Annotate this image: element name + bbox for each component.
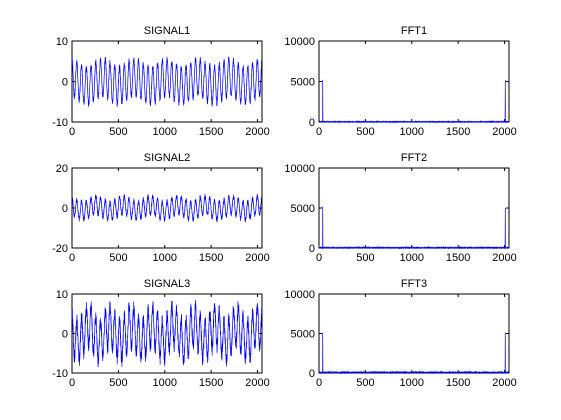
x-tick-label: 2000 <box>492 252 516 264</box>
y-tick-label: 10 <box>56 289 68 301</box>
series-line <box>318 332 510 375</box>
x-tick-label: 0 <box>316 377 322 389</box>
y-tick-label: -20 <box>52 243 68 255</box>
y-tick-label: 0 <box>62 203 68 215</box>
y-tick-label: 10000 <box>284 289 315 301</box>
series-line <box>318 79 510 124</box>
axes-frame <box>71 167 263 249</box>
x-tick-label: 500 <box>356 377 374 389</box>
x-tick-label: 0 <box>316 126 322 138</box>
x-tick-label: 2000 <box>245 126 269 138</box>
subplot-fft2: FFT2 0 500 1000 1500 2000 0 5000 10000 <box>284 152 516 264</box>
series-line <box>318 206 510 250</box>
y-tick-label: 0 <box>309 117 315 129</box>
axes-frame <box>71 40 263 123</box>
y-tick-label: 0 <box>62 77 68 89</box>
subplot-title: SIGNAL1 <box>144 25 190 37</box>
x-tick-label: 1500 <box>199 126 223 138</box>
y-tick-label: 10000 <box>284 163 315 175</box>
subplot-title: SIGNAL2 <box>144 152 190 164</box>
x-tick-label: 500 <box>356 252 374 264</box>
x-tick-label: 1000 <box>400 126 424 138</box>
subplot-title: SIGNAL3 <box>144 278 190 290</box>
subplot-title: FFT3 <box>401 278 427 290</box>
x-tick-label: 2000 <box>492 377 516 389</box>
series-line <box>71 299 263 368</box>
y-tick-label: 5000 <box>291 203 315 215</box>
x-tick-label: 0 <box>69 252 75 264</box>
y-tick-label: 10 <box>56 36 68 48</box>
x-tick-label: 1000 <box>153 126 177 138</box>
x-tick-label: 0 <box>69 377 75 389</box>
x-tick-label: 1500 <box>446 126 470 138</box>
y-tick-label: -10 <box>52 117 68 129</box>
x-tick-label: 2000 <box>492 126 516 138</box>
x-tick-label: 1500 <box>446 252 470 264</box>
subplot-title: FFT1 <box>401 25 427 37</box>
x-tick-label: 1500 <box>199 377 223 389</box>
x-tick-label: 2000 <box>245 252 269 264</box>
subplot-title: FFT2 <box>401 152 427 164</box>
y-tick-label: 5000 <box>291 77 315 89</box>
x-tick-label: 1500 <box>199 252 223 264</box>
axes-frame <box>318 167 510 249</box>
y-tick-label: -10 <box>52 368 68 380</box>
x-tick-label: 2000 <box>245 377 269 389</box>
y-tick-label: 10000 <box>284 36 315 48</box>
series-line <box>71 193 263 223</box>
axes-frame <box>71 293 263 374</box>
y-tick-label: 0 <box>62 329 68 341</box>
x-tick-label: 1000 <box>153 377 177 389</box>
series-line <box>71 56 263 107</box>
x-tick-label: 0 <box>316 252 322 264</box>
x-tick-label: 500 <box>356 126 374 138</box>
x-tick-label: 0 <box>69 126 75 138</box>
y-tick-label: 0 <box>309 368 315 380</box>
subplot-fft1: FFT1 0 500 1000 1500 2000 0 5000 10000 <box>284 25 516 138</box>
axes-frame <box>318 293 510 374</box>
x-tick-label: 1000 <box>400 377 424 389</box>
x-tick-label: 1500 <box>446 377 470 389</box>
subplot-fft3: FFT3 0 500 1000 1500 2000 0 5000 10000 <box>284 278 516 389</box>
x-tick-label: 500 <box>109 252 127 264</box>
x-tick-label: 1000 <box>400 252 424 264</box>
x-tick-label: 1000 <box>153 252 177 264</box>
y-tick-label: 0 <box>309 243 315 255</box>
y-tick-label: 5000 <box>291 329 315 341</box>
axes-frame <box>318 40 510 123</box>
x-tick-label: 500 <box>109 377 127 389</box>
x-tick-label: 500 <box>109 126 127 138</box>
y-tick-label: 20 <box>56 163 68 175</box>
